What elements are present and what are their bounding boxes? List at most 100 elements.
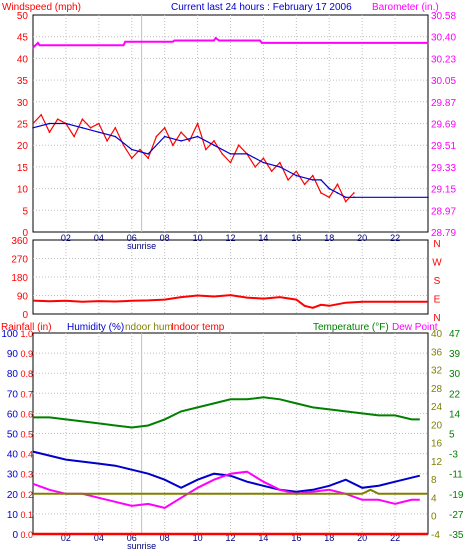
humidity-y-tick-30: 30: [7, 470, 19, 481]
temp-x-tick-14: 14: [258, 533, 268, 543]
wind-y-tick-45: 45: [17, 33, 29, 44]
temp-sunrise-label: sunrise: [127, 541, 156, 551]
point-windspeed-average: [163, 135, 166, 138]
temp-c-y-tick-28: 28: [431, 384, 443, 395]
point-windspeed: [73, 135, 75, 138]
humidity-y-tick-10: 10: [7, 510, 19, 521]
wind-y-tick-35: 35: [17, 76, 29, 87]
point-windspeed-average: [65, 122, 67, 125]
wind-y-tick-10: 10: [17, 185, 29, 196]
point-windspeed-average: [279, 166, 281, 168]
wind-x-tick-12: 12: [225, 233, 235, 243]
point-windspeed: [262, 157, 265, 160]
temp-c-y-tick-12: 12: [431, 457, 443, 468]
legend-indoor-temp: Indoor temp: [171, 322, 225, 333]
rainfall-y-tick-0.5: 0.5: [20, 430, 33, 440]
point-windspeed-average: [130, 148, 133, 151]
point-windspeed: [114, 127, 117, 129]
point-windspeed: [81, 118, 84, 120]
point-windspeed-average: [427, 196, 429, 199]
point-barometer: [218, 39, 220, 42]
wind-x-tick-20: 20: [357, 233, 367, 243]
temp-x-tick-20: 20: [357, 533, 367, 543]
wind-x-tick-14: 14: [258, 233, 268, 243]
temp-f-y-tick-14: 14: [449, 409, 461, 420]
rainfall-y-tick-0.9: 0.9: [20, 349, 33, 359]
point-windspeed: [196, 122, 199, 125]
baro-y-tick-28.79: 28.79: [431, 228, 456, 239]
rainfall-y-tick-0.1: 0.1: [20, 510, 33, 520]
temp-f-y-tick--3: -3: [449, 450, 458, 461]
point-windspeed: [155, 135, 158, 138]
point-barometer: [172, 40, 174, 43]
baro-y-tick-29.87: 29.87: [431, 98, 456, 109]
point-windspeed: [229, 161, 232, 164]
humidity-y-tick-80: 80: [7, 369, 19, 380]
wind-x-tick-16: 16: [291, 233, 301, 243]
dir-y-tick-360: 360: [11, 236, 28, 247]
point-windspeed: [139, 148, 141, 151]
wind-y-tick-5: 5: [22, 206, 28, 217]
rainfall-y-tick-0.7: 0.7: [20, 389, 33, 399]
legend-temperature: Temperature (°F): [313, 322, 389, 333]
temp-c-y-tick-20: 20: [431, 420, 443, 431]
temp-c-y-tick--4: -4: [431, 530, 440, 541]
point-windspeed: [311, 174, 314, 177]
temp-c-y-tick-40: 40: [431, 329, 443, 340]
wind-y-tick-0: 0: [22, 228, 28, 239]
point-windspeed-average: [229, 153, 232, 155]
temp-x-tick-02: 02: [61, 533, 71, 543]
point-windspeed: [163, 127, 166, 129]
wind-y-tick-40: 40: [17, 54, 29, 65]
point-windspeed: [320, 192, 322, 194]
point-windspeed: [295, 170, 298, 173]
temp-c-y-tick-32: 32: [431, 366, 443, 377]
temp-x-tick-22: 22: [390, 533, 400, 543]
wind-x-tick-18: 18: [324, 233, 334, 243]
windspeed-axis-title: Windspeed (mph): [2, 2, 81, 13]
rainfall-y-tick-0.0: 0.0: [20, 530, 33, 540]
humidity-y-tick-0: 0: [12, 530, 18, 541]
series-wind-direction: [32, 294, 428, 309]
compass-s-label: S: [434, 276, 441, 287]
series-indoor-hum: [33, 488, 428, 495]
series-temperature-f-: [33, 396, 420, 429]
wind-y-tick-15: 15: [17, 163, 29, 174]
temp-x-tick-04: 04: [94, 533, 104, 543]
point-windspeed: [180, 131, 182, 133]
wind-x-tick-04: 04: [94, 233, 104, 243]
point-windspeed: [336, 183, 339, 186]
point-barometer: [214, 37, 217, 39]
temp-x-tick-10: 10: [193, 533, 203, 543]
temp-f-y-tick-47: 47: [449, 329, 461, 340]
baro-y-tick-30.58: 30.58: [431, 11, 456, 22]
humidity-y-tick-60: 60: [7, 409, 19, 420]
point-windspeed-average: [344, 196, 347, 199]
humidity-y-tick-50: 50: [7, 430, 19, 441]
series-dew-point: [32, 470, 420, 509]
temp-f-y-tick--35: -35: [449, 530, 464, 541]
point-barometer: [213, 39, 215, 42]
point-windspeed: [328, 196, 331, 199]
point-windspeed-average: [320, 179, 322, 181]
baro-y-tick-29.15: 29.15: [431, 185, 456, 196]
point-windspeed: [287, 179, 289, 181]
temp-x-tick-06: 06: [127, 533, 137, 543]
temp-f-y-tick-5: 5: [449, 430, 455, 441]
point-windspeed: [122, 144, 125, 146]
temp-c-y-tick-36: 36: [431, 347, 443, 358]
chart-title: Current last 24 hours : February 17 2006: [171, 2, 352, 13]
temp-c-y-tick-24: 24: [431, 402, 443, 413]
point-windspeed: [221, 153, 224, 155]
point-windspeed-average: [81, 127, 84, 129]
compass-e-label: E: [434, 295, 441, 306]
legend-rainfall: Rainfall (in): [1, 322, 52, 333]
baro-y-tick-29.33: 29.33: [431, 163, 456, 174]
point-windspeed-average: [246, 153, 248, 155]
dir-y-tick-0: 0: [22, 310, 28, 321]
baro-y-tick-28.97: 28.97: [431, 206, 456, 217]
dir-y-tick-90: 90: [17, 292, 29, 303]
wind-sunrise-label: sunrise: [127, 241, 156, 251]
point-windspeed: [188, 140, 191, 142]
